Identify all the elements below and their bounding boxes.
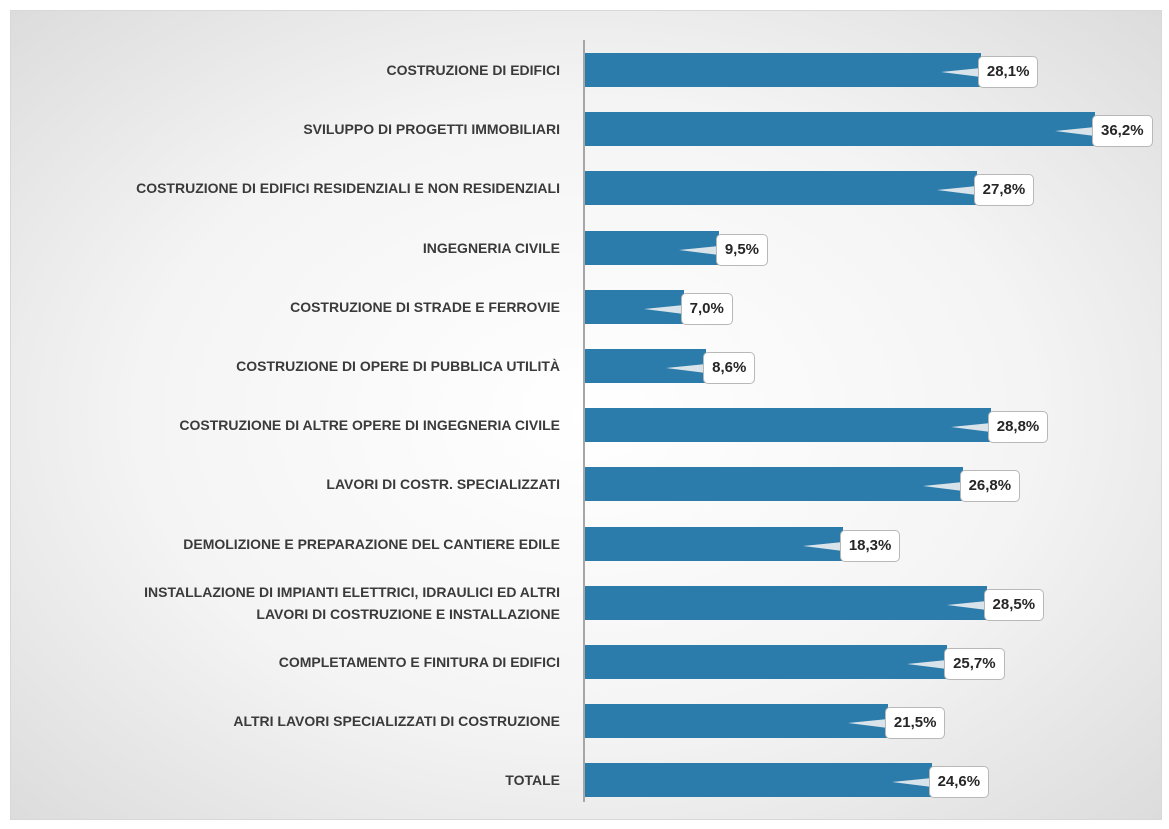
category-label-box: COSTRUZIONE DI OPERE DI PUBBLICA UTILITÀ [20,341,560,391]
category-label: TOTALE [505,772,560,789]
label-pointer [802,541,843,551]
category-label-box: COSTRUZIONE DI EDIFICI RESIDENZIALI E NO… [20,163,560,213]
data-label: 21,5% [884,707,946,740]
data-label: 28,1% [977,56,1039,88]
category-label: SVILUPPO DI PROGETTI IMMOBILIARI [303,121,560,138]
category-label-box: COSTRUZIONE DI ALTRE OPERE DI INGEGNERIA… [20,400,560,450]
bar [585,645,948,679]
category-label: COSTRUZIONE DI ALTRE OPERE DI INGEGNERIA… [179,417,560,434]
bar [585,467,963,502]
category-label: INGEGNERIA CIVILE [422,239,560,256]
data-label: 7,0% [680,292,733,325]
category-label: COSTRUZIONE DI OPERE DI PUBBLICA UTILITÀ [236,358,560,374]
category-label: COMPLETAMENTO E FINITURA DI EDIFICI [278,654,560,670]
bar [585,585,987,620]
bar [585,408,991,443]
label-pointer [936,186,977,196]
data-label: 18,3% [839,529,901,562]
label-pointer [891,778,932,788]
category-label-box: COMPLETAMENTO E FINITURA DI EDIFICI [20,637,560,687]
data-label: 8,6% [703,352,756,384]
bar [585,526,843,561]
category-label-box: INGEGNERIA CIVILE [20,223,560,273]
data-label: 27,8% [973,174,1035,207]
category-label-box: COSTRUZIONE DI EDIFICI [20,45,560,95]
category-label: ALTRI LAVORI SPECIALIZZATI DI COSTRUZION… [233,713,560,730]
category-label-box: SVILUPPO DI PROGETTI IMMOBILIARI [20,104,560,154]
label-pointer [940,68,981,77]
category-label: DEMOLIZIONE E PREPARAZIONE DEL CANTIERE … [183,535,560,552]
label-pointer [922,482,963,492]
label-pointer [666,364,707,373]
category-label-box: DEMOLIZIONE E PREPARAZIONE DEL CANTIERE … [20,519,560,569]
label-pointer [847,719,888,729]
label-pointer [946,600,987,610]
data-label: 9,5% [715,233,769,266]
bar [585,171,977,206]
label-pointer [643,304,684,314]
category-label-box: INSTALLAZIONE DI IMPIANTI ELETTRICI, IDR… [20,578,560,628]
label-pointer [907,660,948,669]
category-axis [583,40,585,802]
data-label: 28,8% [987,411,1049,444]
category-label: COSTRUZIONE DI STRADE E FERROVIE [290,298,560,315]
bar [585,763,932,798]
category-label: LAVORI DI COSTR. SPECIALIZZATI [326,476,560,493]
category-label-box: LAVORI DI COSTR. SPECIALIZZATI [20,459,560,509]
bar [585,112,1095,147]
category-label-box: ALTRI LAVORI SPECIALIZZATI DI COSTRUZION… [20,696,560,746]
data-label: 25,7% [944,648,1005,680]
category-label-box: COSTRUZIONE DI STRADE E FERROVIE [20,282,560,332]
label-pointer [678,245,719,255]
data-label: 28,5% [983,588,1045,621]
category-label: INSTALLAZIONE DI IMPIANTI ELETTRICI, IDR… [144,583,560,622]
category-label-box: TOTALE [20,755,560,805]
label-pointer [1055,127,1095,137]
bar [585,704,888,739]
label-pointer [950,423,991,433]
category-label: COSTRUZIONE DI EDIFICI [386,62,560,78]
bar [585,53,981,87]
data-label: 36,2% [1092,115,1153,148]
data-label: 24,6% [928,766,990,799]
category-label: COSTRUZIONE DI EDIFICI RESIDENZIALI E NO… [136,180,560,197]
data-label: 26,8% [959,470,1021,503]
